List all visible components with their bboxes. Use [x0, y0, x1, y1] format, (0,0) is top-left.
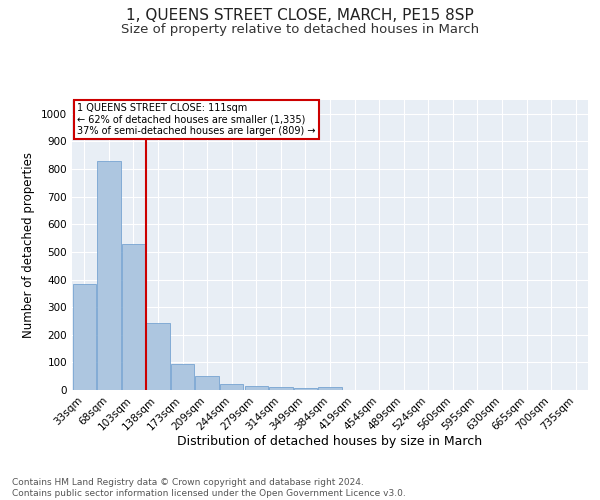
Bar — [319, 387, 341, 390]
Bar — [220, 384, 244, 390]
Text: Distribution of detached houses by size in March: Distribution of detached houses by size … — [178, 435, 482, 448]
Bar — [245, 386, 268, 390]
Text: Size of property relative to detached houses in March: Size of property relative to detached ho… — [121, 22, 479, 36]
Text: 1 QUEENS STREET CLOSE: 111sqm
← 62% of detached houses are smaller (1,335)
37% o: 1 QUEENS STREET CLOSE: 111sqm ← 62% of d… — [77, 103, 316, 136]
Text: 1, QUEENS STREET CLOSE, MARCH, PE15 8SP: 1, QUEENS STREET CLOSE, MARCH, PE15 8SP — [126, 8, 474, 22]
Bar — [73, 284, 96, 390]
Bar — [196, 376, 219, 390]
Bar — [122, 244, 145, 390]
Bar — [294, 388, 317, 390]
Bar — [146, 323, 170, 390]
Bar — [269, 387, 293, 390]
Bar — [171, 364, 194, 390]
Bar — [97, 161, 121, 390]
Text: Contains HM Land Registry data © Crown copyright and database right 2024.
Contai: Contains HM Land Registry data © Crown c… — [12, 478, 406, 498]
Y-axis label: Number of detached properties: Number of detached properties — [22, 152, 35, 338]
